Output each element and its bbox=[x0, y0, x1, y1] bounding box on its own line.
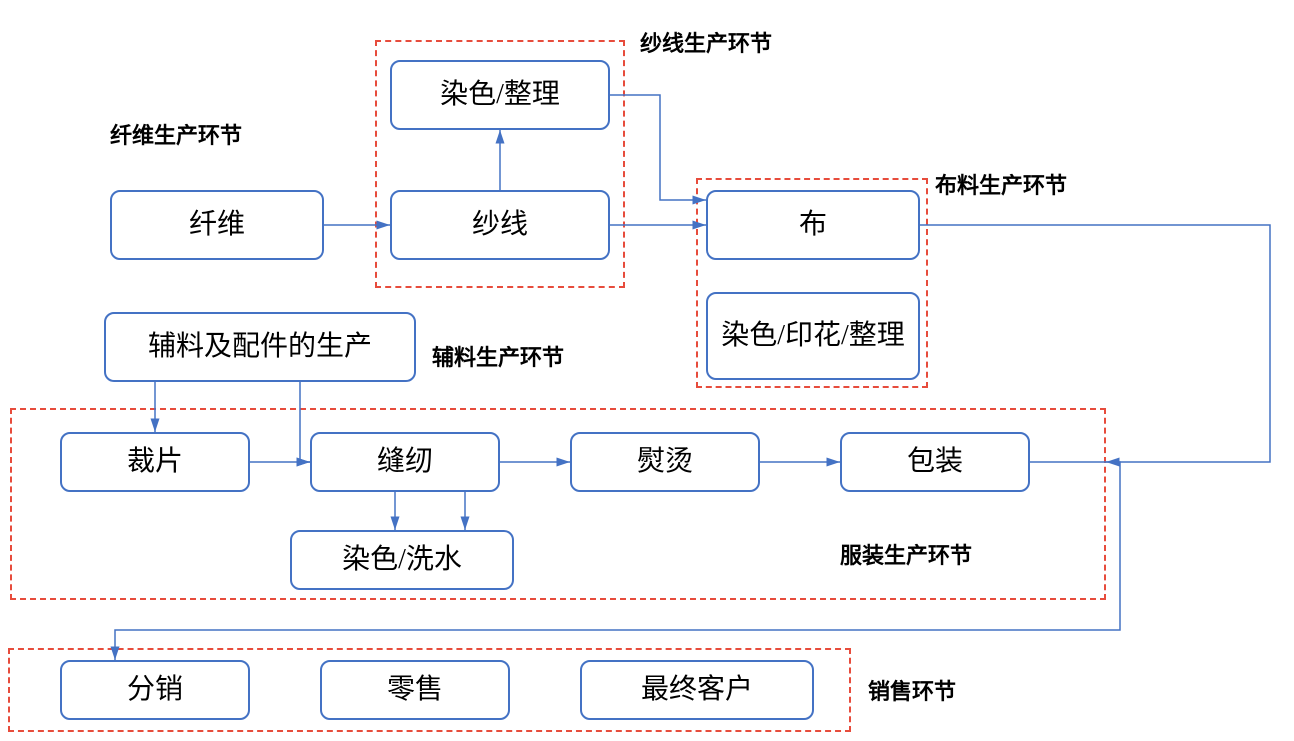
stage-label-sales: 销售环节 bbox=[868, 674, 956, 706]
stage-label-fabric: 布料生产环节 bbox=[935, 168, 1067, 200]
node-iron: 熨烫 bbox=[570, 432, 760, 492]
node-dist: 分销 bbox=[60, 660, 250, 720]
node-cut: 裁片 bbox=[60, 432, 250, 492]
node-fabric: 布 bbox=[706, 190, 920, 260]
node-retail: 零售 bbox=[320, 660, 510, 720]
node-aux: 辅料及配件的生产 bbox=[104, 312, 416, 382]
node-customer: 最终客户 bbox=[580, 660, 814, 720]
node-fiber: 纤维 bbox=[110, 190, 324, 260]
node-pack: 包装 bbox=[840, 432, 1030, 492]
stage-label-yarn: 纱线生产环节 bbox=[640, 26, 772, 58]
stage-label-garment: 服装生产环节 bbox=[840, 538, 972, 570]
node-sew: 缝纫 bbox=[310, 432, 500, 492]
node-dye-fabric: 染色/印花/整理 bbox=[706, 292, 920, 380]
node-dye-wash: 染色/洗水 bbox=[290, 530, 514, 590]
stage-label-fiber: 纤维生产环节 bbox=[110, 118, 242, 150]
node-dye-yarn: 染色/整理 bbox=[390, 60, 610, 130]
node-yarn: 纱线 bbox=[390, 190, 610, 260]
stage-label-aux: 辅料生产环节 bbox=[432, 340, 564, 372]
